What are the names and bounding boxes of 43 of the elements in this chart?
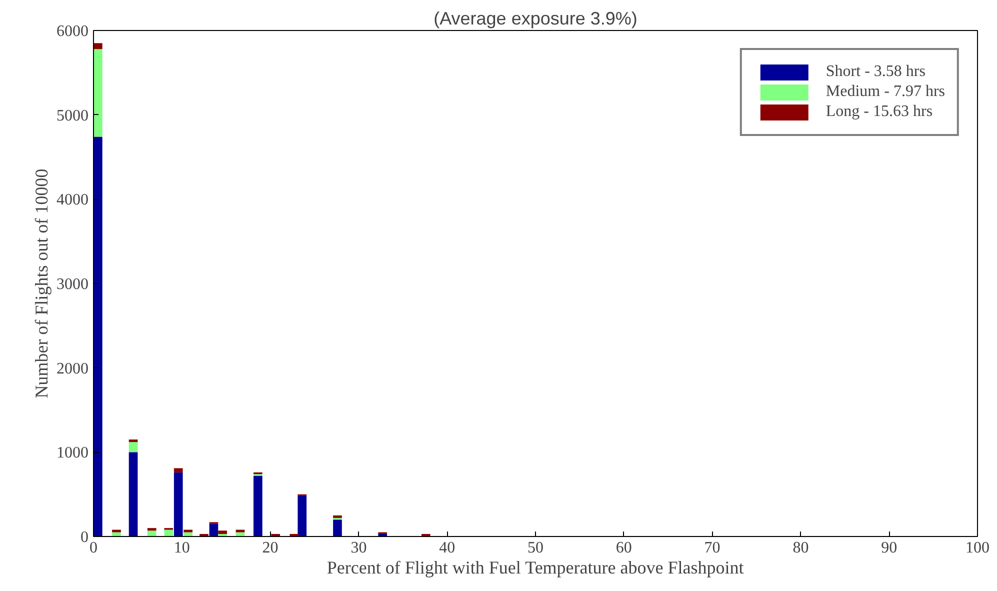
- x-tick-label: 40: [439, 540, 456, 556]
- bar: [94, 49, 102, 137]
- y-tick-label: 1000: [56, 444, 88, 462]
- legend-label: Long - 15.63 hrs: [826, 102, 933, 122]
- bar: [112, 530, 121, 532]
- bar: [94, 43, 102, 50]
- x-tick-label: 30: [350, 540, 367, 556]
- bar: [254, 476, 262, 536]
- bar: [128, 440, 138, 442]
- x-tick-label: 80: [792, 540, 809, 556]
- bar: [333, 520, 342, 536]
- x-tick-label: 90: [881, 540, 898, 556]
- x-tick-label: 70: [704, 540, 720, 556]
- y-tick-label: 6000: [56, 23, 88, 40]
- y-tick-label: 4000: [56, 192, 88, 209]
- bar: [128, 442, 138, 452]
- legend-label: Short - 3.58 hrs: [826, 62, 926, 82]
- y-tick-label: 0: [80, 529, 88, 546]
- bar: [164, 530, 174, 536]
- bar: [184, 530, 193, 532]
- x-tick-label: 100: [966, 540, 990, 556]
- x-tick-label: 50: [528, 540, 544, 556]
- bar: [218, 530, 227, 534]
- x-tick-label: 10: [174, 540, 190, 556]
- bar: [298, 496, 307, 536]
- bar: [333, 515, 342, 518]
- bar: [236, 530, 245, 532]
- y-tick-label: 3000: [56, 276, 88, 293]
- y-axis-title: Number of Flights out of 10000: [32, 168, 52, 398]
- bar: [147, 530, 156, 536]
- y-tick-label: 5000: [56, 107, 88, 124]
- bar: [174, 472, 183, 536]
- x-tick-label: 20: [262, 540, 278, 556]
- legend-label: Medium - 7.97 hrs: [826, 82, 945, 102]
- x-axis-title: Percent of Flight with Fuel Temperature above Flashpoint: [326, 558, 744, 578]
- chart-title: (Average exposure 3.9%): [434, 8, 638, 28]
- bar: [174, 468, 183, 472]
- x-tick-label: 60: [616, 540, 632, 556]
- bar: [94, 136, 102, 536]
- bar: [128, 452, 138, 536]
- y-tick-label: 2000: [56, 360, 88, 378]
- bar: [147, 528, 156, 531]
- bar: [209, 524, 218, 536]
